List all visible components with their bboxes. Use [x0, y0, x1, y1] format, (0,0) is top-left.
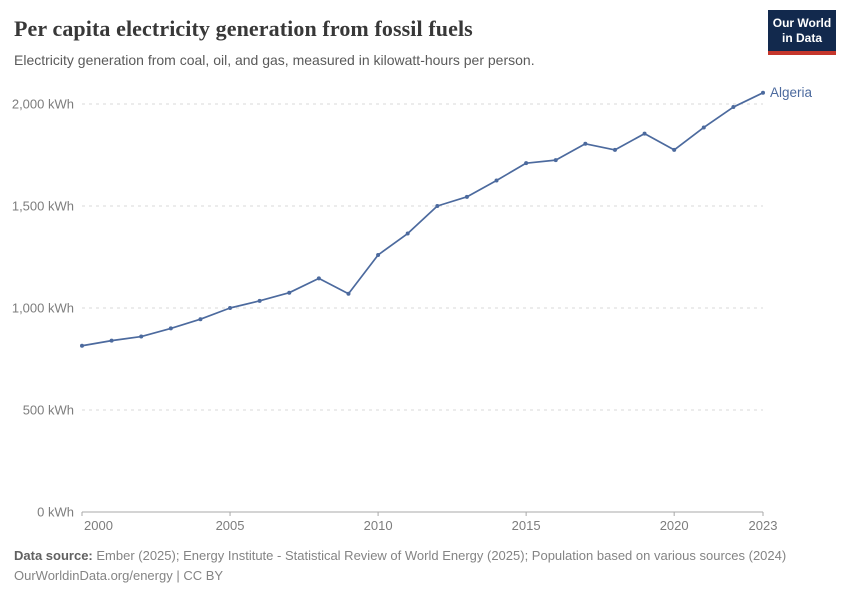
license-text: | CC BY: [172, 568, 224, 584]
data-point-marker: [701, 125, 706, 130]
data-point-marker: [287, 290, 292, 295]
data-point-marker: [316, 276, 321, 281]
data-point-marker: [405, 231, 410, 236]
data-point-marker: [168, 326, 173, 331]
data-point-marker: [642, 131, 647, 136]
y-tick-label: 500 kWh: [23, 403, 74, 418]
chart-footer: Data source: Ember (2025); Energy Instit…: [14, 546, 814, 586]
data-point-marker: [80, 343, 84, 348]
chart-subtitle: Electricity generation from coal, oil, a…: [14, 52, 535, 68]
data-point-marker: [109, 338, 114, 343]
owid-logo-line1: Our World: [772, 16, 832, 30]
series-line-algeria: [81, 92, 764, 347]
data-point-marker: [494, 178, 499, 183]
data-point-marker: [464, 194, 469, 199]
x-tick-label: 2005: [216, 518, 245, 533]
owid-url-link[interactable]: OurWorldinData.org/energy: [14, 568, 173, 584]
data-point-marker: [376, 252, 381, 257]
x-tick-label: 2000: [84, 518, 113, 533]
data-point-marker: [612, 147, 617, 152]
x-tick-label: 2015: [512, 518, 541, 533]
data-source-text: Ember (2025); Energy Institute - Statist…: [92, 548, 787, 563]
data-point-marker: [346, 291, 351, 296]
data-point-marker: [524, 161, 529, 166]
data-point-marker: [731, 105, 736, 110]
data-point-marker: [672, 147, 677, 152]
y-tick-label: 1,500 kWh: [12, 199, 74, 214]
data-point-marker: [139, 334, 144, 339]
footer-link-line: OurWorldinData.org/energy | CC BY: [14, 566, 814, 586]
x-tick-label: 2010: [364, 518, 393, 533]
x-tick-label: 2023: [749, 518, 778, 533]
owid-logo[interactable]: Our World in Data: [768, 10, 836, 55]
data-point-marker: [435, 204, 440, 208]
data-source-line: Data source: Ember (2025); Energy Instit…: [14, 546, 814, 566]
data-point-marker: [553, 158, 558, 163]
data-point-marker: [228, 306, 233, 310]
y-tick-label: 0 kWh: [37, 505, 74, 520]
series-end-label[interactable]: Algeria: [770, 85, 813, 100]
data-point-marker: [583, 141, 588, 146]
owid-logo-line2: in Data: [781, 31, 822, 45]
x-tick-label: 2020: [660, 518, 689, 533]
y-tick-label: 2,000 kWh: [12, 97, 74, 112]
data-source-label: Data source:: [14, 548, 93, 563]
data-point-marker: [761, 90, 765, 95]
data-point-marker: [198, 317, 203, 322]
data-point-marker: [257, 298, 262, 303]
page-title: Per capita electricity generation from f…: [14, 16, 473, 41]
y-tick-label: 1,000 kWh: [12, 301, 74, 316]
